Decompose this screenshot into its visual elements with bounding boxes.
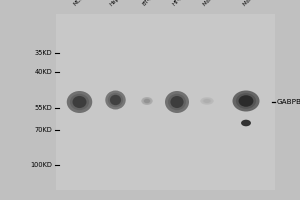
Ellipse shape — [168, 94, 186, 110]
Ellipse shape — [143, 98, 151, 104]
Bar — [56, 14, 274, 190]
Text: 35KD: 35KD — [35, 50, 52, 56]
Ellipse shape — [170, 96, 184, 108]
Ellipse shape — [73, 97, 86, 108]
Text: MCF7: MCF7 — [73, 0, 87, 7]
Ellipse shape — [202, 98, 212, 104]
Ellipse shape — [141, 97, 153, 105]
Ellipse shape — [105, 90, 126, 110]
Ellipse shape — [108, 93, 123, 107]
Ellipse shape — [236, 93, 256, 109]
Ellipse shape — [238, 95, 253, 107]
Ellipse shape — [110, 95, 121, 105]
Text: HepG2: HepG2 — [109, 0, 126, 7]
Ellipse shape — [232, 90, 260, 112]
Text: Mouse spleen: Mouse spleen — [202, 0, 232, 7]
Ellipse shape — [67, 91, 92, 113]
Text: 40KD: 40KD — [35, 69, 52, 75]
Text: BT474: BT474 — [142, 0, 158, 7]
Ellipse shape — [70, 94, 89, 110]
Text: GABPB1: GABPB1 — [277, 99, 300, 105]
Ellipse shape — [239, 96, 253, 106]
Ellipse shape — [241, 120, 251, 126]
Ellipse shape — [171, 97, 183, 108]
Text: HT-29: HT-29 — [172, 0, 187, 7]
Text: Mouse thymus: Mouse thymus — [242, 0, 274, 7]
Ellipse shape — [200, 97, 214, 105]
Ellipse shape — [144, 99, 150, 103]
Ellipse shape — [144, 99, 150, 103]
Text: 100KD: 100KD — [31, 162, 52, 168]
Ellipse shape — [165, 91, 189, 113]
Ellipse shape — [110, 95, 121, 105]
Ellipse shape — [73, 96, 86, 108]
Text: 70KD: 70KD — [35, 127, 52, 133]
Text: 55KD: 55KD — [35, 105, 52, 111]
Ellipse shape — [204, 99, 210, 103]
Ellipse shape — [203, 99, 211, 103]
